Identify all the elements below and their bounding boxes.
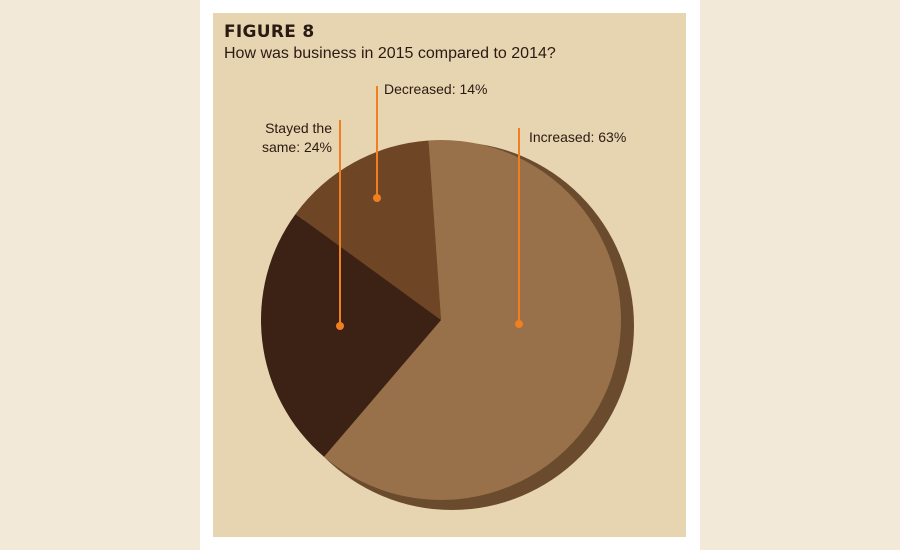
slice-label-decreased: Decreased: 14% (384, 81, 488, 97)
leader-stayed-same-dot (336, 322, 344, 330)
leader-increased-dot (515, 320, 523, 328)
leader-decreased-dot (373, 194, 381, 202)
slice-label-stayed-same-line2: same: 24% (262, 139, 332, 155)
slice-label-increased: Increased: 63% (529, 129, 626, 145)
slice-labels: Increased: 63% Stayed the same: 24% Decreas… (262, 81, 626, 155)
leader-lines (336, 86, 523, 330)
pie-slice-decreased (295, 140, 441, 320)
pie-slice-increased (323, 140, 622, 501)
pie-slice-stayed-same (261, 213, 441, 457)
pie-slices (261, 140, 622, 501)
figure-label: FIGURE 8 (224, 22, 315, 42)
slice-label-stayed-same-line1: Stayed the (265, 120, 332, 136)
chart-title: How was business in 2015 compared to 201… (224, 45, 556, 62)
